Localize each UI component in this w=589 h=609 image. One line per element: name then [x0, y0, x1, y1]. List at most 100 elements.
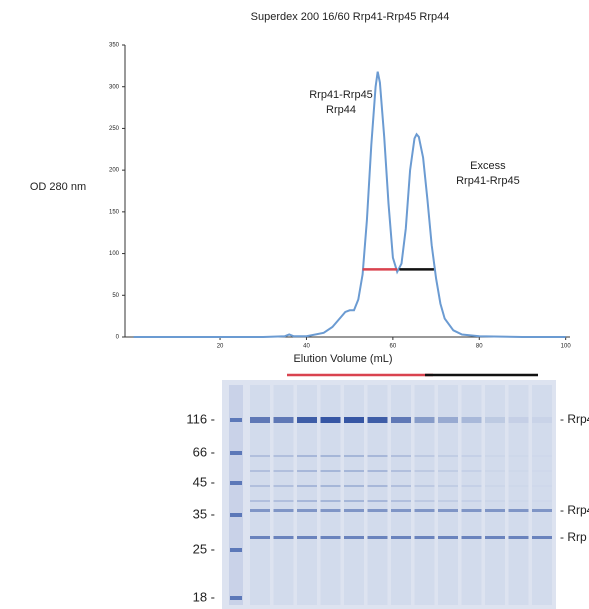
band: [485, 470, 505, 472]
band: [367, 455, 388, 457]
band: [367, 485, 388, 487]
band: [367, 536, 388, 539]
band: [485, 536, 505, 539]
band: [509, 470, 529, 472]
band: [461, 470, 482, 472]
band: [414, 485, 435, 487]
lane: [250, 385, 270, 605]
band: [297, 470, 317, 472]
marker-band: [230, 548, 242, 552]
band: [485, 500, 505, 502]
band: [273, 470, 294, 472]
x-axis-label: Elution Volume (mL): [293, 353, 392, 365]
data-line: [133, 71, 566, 338]
gel-image: [222, 380, 556, 609]
gel: [222, 373, 556, 609]
band: [532, 536, 552, 539]
marker-label: 116 -: [186, 411, 215, 426]
band: [391, 500, 411, 502]
band: [344, 500, 364, 502]
band: [297, 509, 317, 512]
band: [508, 536, 529, 539]
band: [273, 500, 294, 502]
band: [250, 500, 270, 502]
band: [367, 509, 388, 512]
annotation: Rrp41-Rrp45: [456, 175, 520, 187]
marker-band: [230, 513, 242, 517]
band: [509, 485, 529, 487]
y-tick-label: 300: [109, 84, 120, 90]
marker-band: [230, 418, 242, 422]
band: [250, 417, 270, 423]
band: [414, 536, 435, 539]
lane: [485, 385, 505, 605]
band: [414, 455, 435, 457]
band: [461, 500, 482, 502]
x-tick-label: 80: [476, 344, 483, 350]
band: [485, 509, 505, 512]
band: [414, 500, 435, 502]
band: [320, 470, 341, 472]
lane: [532, 385, 552, 605]
band: [438, 500, 458, 502]
band: [461, 455, 482, 457]
band: [485, 455, 505, 457]
band: [367, 417, 388, 423]
band: [391, 485, 411, 487]
band: [297, 500, 317, 502]
band: [485, 417, 505, 423]
band: [344, 536, 364, 539]
band: [414, 417, 435, 423]
band-label: - Rrp4: [560, 412, 589, 426]
band: [344, 485, 364, 487]
band: [532, 509, 552, 512]
band: [461, 417, 482, 423]
band: [344, 470, 364, 472]
marker-band: [230, 481, 242, 485]
band: [532, 470, 552, 472]
y-axis-label: OD 280 nm: [30, 181, 86, 193]
band-label: - Rrp4: [560, 503, 589, 517]
band: [532, 417, 552, 423]
band: [438, 470, 458, 472]
marker-label: 45 -: [193, 474, 215, 489]
marker-band: [230, 596, 242, 600]
band: [344, 455, 364, 457]
band: [320, 417, 341, 423]
band: [438, 417, 458, 423]
band: [250, 470, 270, 472]
band: [509, 455, 529, 457]
band: [273, 536, 294, 539]
x-tick-label: 40: [303, 344, 310, 350]
marker-label: 35 -: [193, 506, 215, 521]
band: [367, 500, 388, 502]
band: [438, 509, 458, 512]
band: [344, 509, 364, 512]
lane: [320, 385, 341, 605]
band: [414, 509, 435, 512]
band: [273, 455, 294, 457]
y-tick-label: 250: [109, 126, 120, 132]
band: [414, 470, 435, 472]
x-tick-label: 20: [217, 344, 224, 350]
band: [532, 455, 552, 457]
band: [320, 485, 341, 487]
band: [320, 509, 341, 512]
band: [438, 536, 458, 539]
band: [273, 509, 294, 512]
marker-label: 66 -: [193, 444, 215, 459]
band: [461, 509, 482, 512]
band: [508, 417, 529, 423]
band: [391, 470, 411, 472]
band: [485, 485, 505, 487]
y-tick-label: 100: [109, 251, 120, 257]
lane: [414, 385, 435, 605]
annotation: Rrp44: [326, 104, 356, 116]
x-tick-label: 60: [390, 344, 397, 350]
band: [250, 536, 270, 539]
band-label: - Rrp: [560, 530, 587, 544]
band: [391, 536, 411, 539]
band: [320, 536, 341, 539]
marker-label: 18 -: [193, 589, 215, 604]
band: [344, 417, 364, 423]
